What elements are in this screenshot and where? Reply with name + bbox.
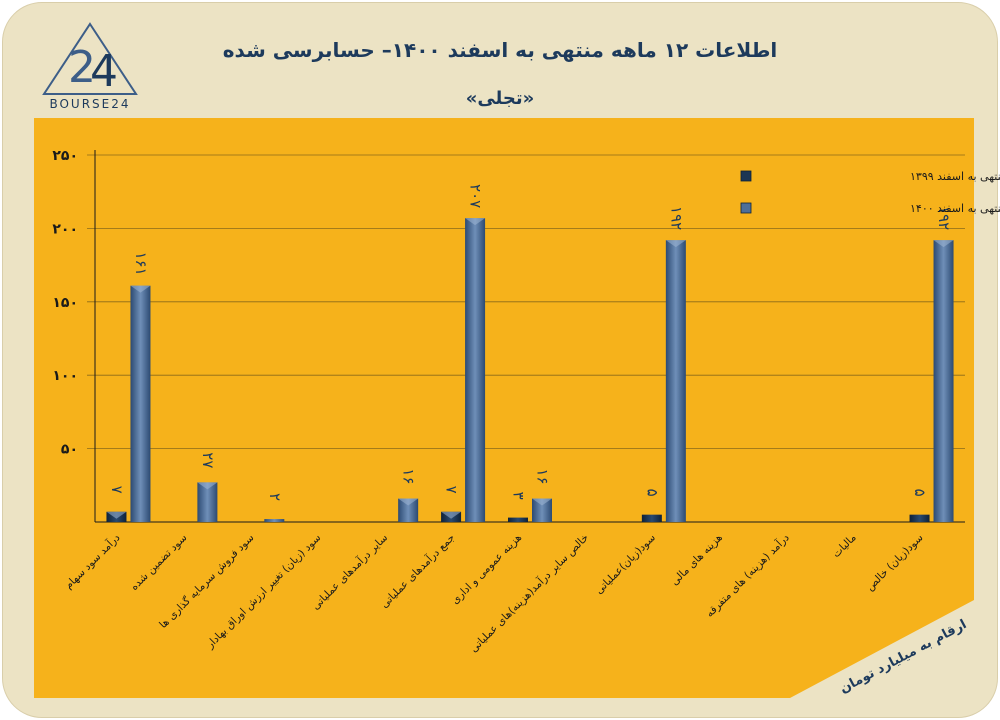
data-label: ۵	[643, 489, 661, 497]
data-label: ۵	[911, 489, 929, 497]
x-tick-label: سایر درآمدهای عملیاتی	[309, 531, 390, 612]
x-tick-label: جمع درآمدهای عملیاتی	[378, 531, 458, 611]
bar-bevel	[933, 240, 954, 248]
data-label: ۳	[510, 492, 528, 500]
x-tick-label: مالیات	[830, 532, 858, 560]
data-label: ۷	[443, 486, 461, 494]
bar-bevel	[441, 511, 462, 519]
bar-1400	[130, 285, 151, 522]
bar-1399	[909, 514, 930, 522]
chart-panel	[34, 118, 974, 698]
legend-label: عملکرد منتهی به اسفند ۱۴۰۰	[910, 202, 1000, 215]
note-corner	[790, 600, 974, 698]
data-label: ۷	[108, 486, 126, 494]
bar-1400	[465, 218, 486, 522]
x-tick-label: سود(زیان)عملیاتی	[593, 532, 658, 597]
legend-label: عملکرد منتهی به اسفند ۱۳۹۹	[910, 170, 1000, 183]
x-tick-label: خالص سایر درآمد(هزینه)های عملیاتی	[467, 531, 591, 655]
data-label: ۲	[266, 493, 284, 501]
bar-bevel	[532, 498, 552, 506]
chart-subtitle: «تجلی»	[465, 88, 535, 109]
svg-text:BOURSE24: BOURSE24	[49, 97, 130, 111]
bar-bevel	[106, 511, 127, 519]
x-tick-label: سود (زیان) تغییر ارزش اوراق بهادار	[204, 532, 324, 652]
legend-swatch-1399	[740, 170, 752, 182]
data-label: ۱۹۲	[935, 206, 953, 230]
data-label: ۲۷	[199, 452, 217, 468]
bar-1400	[197, 482, 218, 522]
bar-bevel	[130, 285, 151, 293]
y-tick-label: ۱۵۰	[52, 295, 78, 311]
bar-1399	[508, 517, 528, 522]
bar-1399	[641, 514, 662, 522]
bar-1400	[933, 240, 954, 523]
y-tick-label: ۱۰۰	[52, 368, 78, 384]
svg-text:4: 4	[90, 46, 118, 97]
y-tick-label: ۲۰۰	[52, 221, 78, 237]
bourse24-logo: 2 4 BOURSE24	[42, 22, 138, 111]
x-tick-label: سود تضمین شده	[128, 532, 189, 593]
data-label: ۱۶۱	[132, 252, 150, 276]
bar-bevel	[398, 498, 419, 506]
y-tick-label: ۵۰	[61, 442, 78, 458]
bar-1400	[398, 498, 419, 522]
bar-bevel	[465, 218, 486, 226]
x-tick-label: سود(زیان) خالص	[864, 532, 926, 594]
data-label: ۲۰۷	[467, 184, 485, 208]
bar-1400	[532, 498, 552, 522]
legend-swatch-1400	[740, 202, 752, 214]
x-tick-label: درآمد سود سهام	[62, 531, 123, 592]
bar-1400	[264, 519, 285, 522]
data-label: ۱۹۲	[667, 206, 685, 230]
x-tick-label: هزینه عمومی و اداری	[449, 532, 524, 607]
y-tick-label: ۲۵۰	[52, 148, 78, 164]
svg-text:2: 2	[68, 42, 96, 93]
x-tick-label: هزینه های مالی	[669, 532, 725, 588]
data-label: ۱۶	[534, 468, 552, 484]
bar-bevel	[197, 482, 218, 490]
data-label: ۱۶	[400, 468, 418, 484]
bar-1400	[665, 240, 686, 523]
bar-bevel	[665, 240, 686, 248]
chart-title: اطلاعات ۱۲ ماهه منتهی به اسفند ۱۴۰۰– حسا…	[222, 38, 778, 62]
